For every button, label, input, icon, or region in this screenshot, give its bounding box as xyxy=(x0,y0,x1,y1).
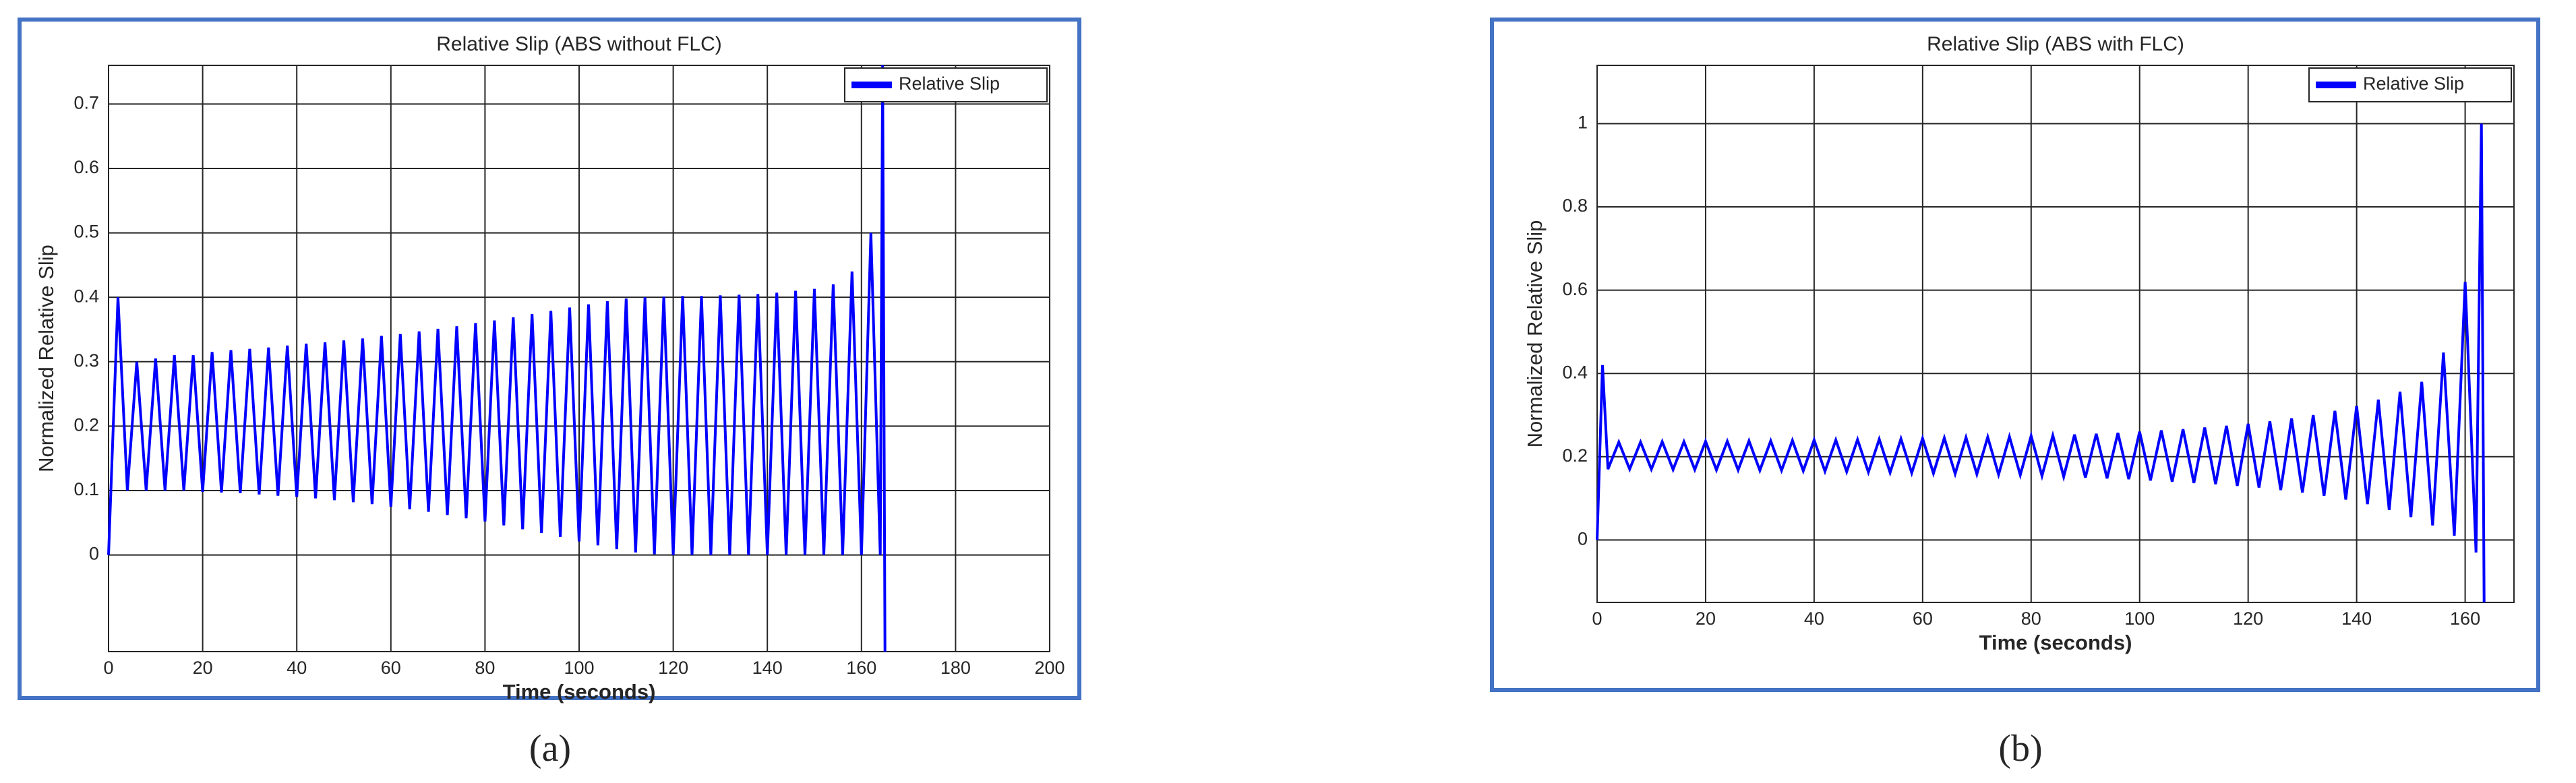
x-tick-label: 40 xyxy=(1804,608,1824,629)
y-axis-label: Normalized Relative Slip xyxy=(1523,220,1547,448)
y-tick-label: 0.6 xyxy=(1562,279,1588,299)
y-tick-label: 0 xyxy=(1578,528,1588,549)
y-tick-label: 0.8 xyxy=(1562,195,1588,216)
x-tick-label: 160 xyxy=(846,658,876,678)
y-tick-label: 0.2 xyxy=(73,415,99,435)
x-tick-label: 100 xyxy=(564,658,594,678)
x-tick-label: 60 xyxy=(381,658,401,678)
x-tick-label: 120 xyxy=(2233,608,2263,629)
y-tick-label: 0.4 xyxy=(1562,362,1588,382)
panel-caption: (b) xyxy=(1998,728,2042,770)
y-tick-label: 0.4 xyxy=(73,286,99,306)
x-tick-label: 0 xyxy=(103,658,113,678)
y-tick-label: 0 xyxy=(89,544,99,564)
x-tick-label: 100 xyxy=(2124,608,2155,629)
x-tick-label: 180 xyxy=(940,658,971,678)
x-tick-label: 0 xyxy=(1592,608,1602,629)
chart-title: Relative Slip (ABS with FLC) xyxy=(1927,33,2184,55)
legend-label: Relative Slip xyxy=(899,73,1000,94)
x-tick-label: 40 xyxy=(287,658,307,678)
x-tick-label: 160 xyxy=(2450,608,2480,629)
y-tick-label: 0.6 xyxy=(73,157,99,177)
x-tick-label: 20 xyxy=(1696,608,1716,629)
data-line xyxy=(1596,123,2486,603)
x-tick-label: 140 xyxy=(2341,608,2372,629)
x-axis-label: Time (seconds) xyxy=(503,680,656,703)
data-line xyxy=(107,65,887,652)
x-tick-label: 120 xyxy=(658,658,688,678)
x-tick-label: 200 xyxy=(1034,658,1065,678)
x-tick-label: 140 xyxy=(752,658,783,678)
x-tick-label: 80 xyxy=(2021,608,2041,629)
y-tick-label: 0.1 xyxy=(73,479,99,499)
chart-title: Relative Slip (ABS without FLC) xyxy=(436,33,722,55)
x-tick-label: 80 xyxy=(475,658,495,678)
x-tick-label: 60 xyxy=(1913,608,1933,629)
y-tick-label: 0.7 xyxy=(73,92,99,113)
y-tick-label: 0.5 xyxy=(73,222,99,242)
x-tick-label: 20 xyxy=(193,658,213,678)
panel-caption: (a) xyxy=(529,728,571,770)
y-tick-label: 1 xyxy=(1578,113,1588,133)
y-tick-label: 0.2 xyxy=(1562,445,1588,466)
y-tick-label: 0.3 xyxy=(73,350,99,371)
plot-area xyxy=(1596,65,2515,603)
y-axis-label: Normalized Relative Slip xyxy=(34,245,58,472)
x-axis-label: Time (seconds) xyxy=(1979,631,2132,654)
legend-label: Relative Slip xyxy=(2363,73,2464,94)
